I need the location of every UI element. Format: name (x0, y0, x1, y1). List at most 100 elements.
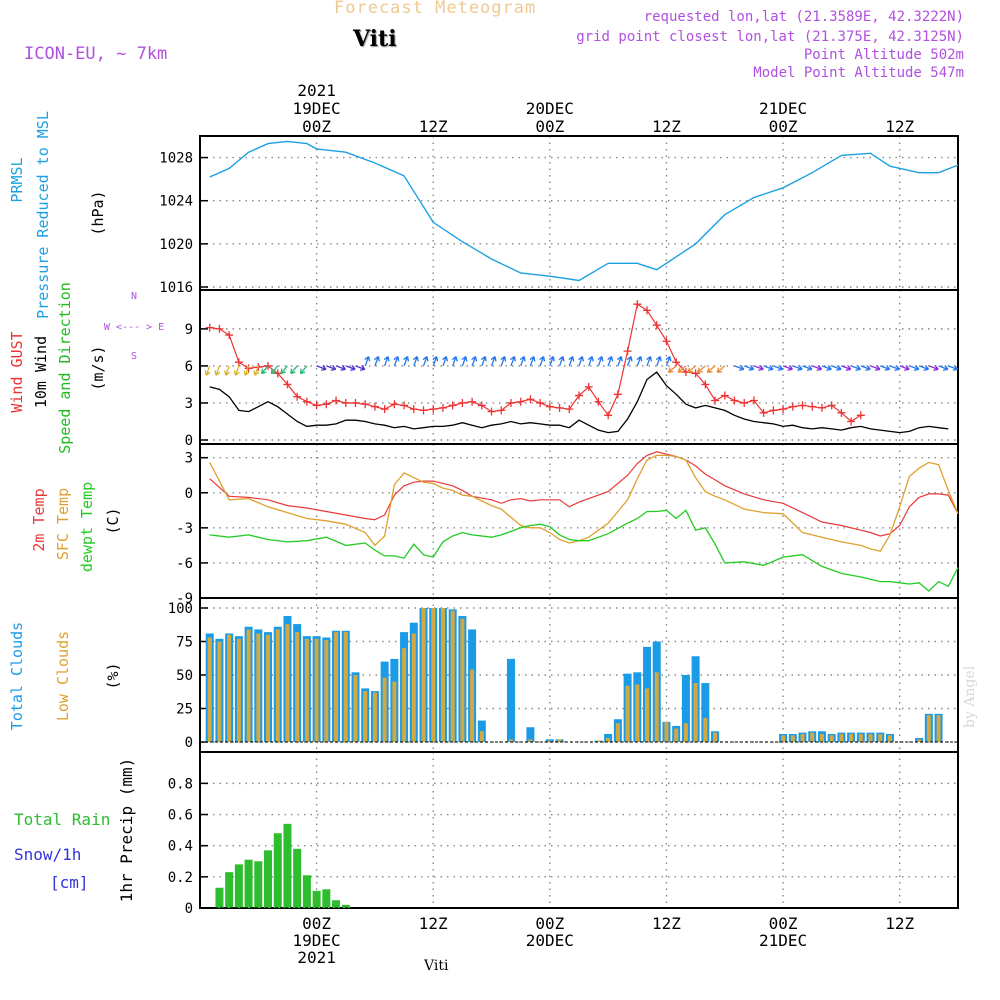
low-cloud-bar (266, 634, 271, 742)
low-cloud-bar (295, 632, 300, 742)
gust-marker (594, 397, 603, 406)
top-time-label: 19DEC (293, 99, 341, 118)
wind-direction-arrow (412, 356, 419, 367)
wind-direction-arrow (529, 356, 536, 367)
wind-direction-label: Speed and Direction (56, 282, 74, 454)
y-tick-label: 1024 (159, 194, 193, 210)
gridpoint-coords: grid point closest lon,lat (21.375E, 42.… (576, 29, 964, 45)
panel-pressure: 1016 1020 1024 1028 (159, 135, 959, 296)
low-cloud-bar (713, 732, 718, 742)
wind-direction-arrow (909, 365, 920, 371)
gust-marker (730, 396, 739, 405)
wind-label: 10m Wind (32, 336, 50, 408)
gust-marker (672, 358, 681, 367)
gust-marker (623, 347, 632, 356)
wind-direction-arrow (548, 356, 555, 367)
gust-marker (720, 391, 729, 400)
wind-direction-arrow (204, 365, 211, 376)
low-cloud-bar (790, 735, 795, 742)
wind-direction-arrow (383, 356, 390, 367)
gust-marker (565, 405, 574, 414)
gust-marker (516, 397, 525, 406)
wind-direction-arrow (260, 365, 269, 375)
low-cloud-bar (314, 638, 319, 742)
model-altitude: Model Point Altitude 547m (753, 65, 964, 81)
low-cloud-bar (858, 733, 863, 742)
gust-marker (283, 380, 292, 389)
low-cloud-bar (849, 733, 854, 742)
low-cloud-bar (421, 608, 426, 742)
y-tick-label: 0 (185, 901, 193, 917)
gust-marker (477, 401, 486, 410)
gust-marker (419, 406, 428, 415)
wind-direction-arrow (850, 365, 862, 371)
low-cloud-bar (868, 733, 873, 742)
wind-direction-arrow (948, 365, 959, 371)
wind-direction-arrow (578, 356, 585, 367)
total-cloud-bar (526, 727, 535, 742)
wind-direction-arrow (928, 365, 939, 371)
low-cloud-bar (217, 641, 222, 742)
y-tick-label: 0 (185, 433, 193, 449)
top-time-label: 12Z (885, 117, 914, 136)
gust-marker (711, 396, 720, 405)
wind-direction-arrow (860, 365, 871, 371)
total-cloud-bar (506, 658, 515, 742)
y-tick-label: 0.8 (168, 776, 193, 792)
wind-direction-arrow (539, 356, 546, 367)
wind-direction-arrow (646, 356, 653, 367)
bottom-time-label: 00Z (769, 914, 798, 933)
rain-bar (234, 864, 243, 908)
gust-marker (458, 398, 467, 407)
wind-direction-arrow (374, 356, 380, 367)
compass-north: N (131, 291, 137, 302)
low-cloud-bar (528, 739, 533, 742)
gust-marker (322, 400, 331, 409)
wind-direction-arrow (299, 365, 308, 375)
requested-coords: requested lon,lat (21.3589E, 42.3222N) (643, 9, 964, 25)
gust-marker (302, 397, 311, 406)
gust-marker (652, 321, 661, 330)
compass-west-east: W <--- > E (104, 322, 164, 333)
low-cloud-bar (606, 737, 611, 742)
dewpoint-line (209, 509, 959, 592)
wind-direction-arrow (899, 365, 910, 371)
gust-marker (526, 395, 535, 404)
low-cloud-bar (246, 629, 251, 742)
low-cloud-bar (800, 733, 805, 742)
y-tick-label: 0.4 (168, 839, 193, 855)
rain-bar (264, 850, 273, 908)
wind-direction-arrow (792, 365, 803, 371)
top-time-label: 2021 (297, 81, 336, 100)
rain-bar (273, 833, 282, 908)
top-time-label: 12Z (419, 117, 448, 136)
rain-bar (225, 872, 234, 908)
top-time-label: 20DEC (526, 99, 574, 118)
temp-sfc-label: SFC Temp (54, 488, 72, 560)
snow-label: Snow/1h (14, 845, 81, 864)
wind-direction-arrow (355, 365, 366, 371)
gust-marker (633, 300, 642, 309)
low-cloud-bar (334, 632, 339, 742)
gust-marker (837, 408, 846, 417)
low-cloud-bar (693, 683, 698, 742)
gust-marker (691, 369, 700, 378)
gust-marker (409, 405, 418, 414)
gust-marker (545, 402, 554, 411)
wind-direction-arrow (870, 365, 881, 371)
pressure-line (209, 140, 959, 282)
low-cloud-bar (304, 638, 309, 742)
wind-direction-arrow (364, 356, 371, 367)
gust-marker (341, 398, 350, 407)
gust-marker (701, 380, 710, 389)
rain-bar (322, 889, 331, 908)
wind-direction-arrow (743, 365, 755, 371)
low-cloud-bar (557, 739, 562, 742)
wind-direction-arrow (326, 365, 337, 371)
wind-direction-arrow (812, 365, 823, 371)
y-tick-label: 0.2 (168, 870, 193, 886)
gust-marker (847, 417, 856, 426)
wind-direction-arrow (697, 365, 706, 373)
low-cloud-bar (887, 735, 892, 742)
wind-direction-arrow (880, 365, 891, 371)
